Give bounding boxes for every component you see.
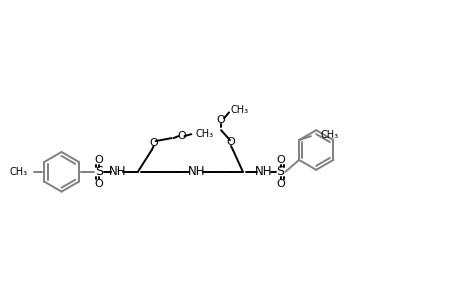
- Text: CH₃: CH₃: [195, 129, 213, 139]
- Text: CH₃: CH₃: [10, 167, 28, 177]
- Text: O: O: [95, 179, 103, 189]
- Text: NH: NH: [187, 165, 205, 178]
- Text: S: S: [95, 165, 103, 178]
- Text: O: O: [226, 137, 235, 147]
- Text: O: O: [275, 179, 284, 189]
- Text: CH₃: CH₃: [230, 105, 249, 116]
- Text: O: O: [275, 155, 284, 165]
- Text: NH: NH: [109, 165, 127, 178]
- Text: O: O: [177, 131, 185, 141]
- Text: S: S: [276, 165, 284, 178]
- Text: O: O: [149, 138, 158, 148]
- Text: CH₃: CH₃: [320, 130, 338, 140]
- Text: O: O: [95, 155, 103, 165]
- Text: O: O: [216, 115, 225, 125]
- Text: NH: NH: [254, 165, 272, 178]
